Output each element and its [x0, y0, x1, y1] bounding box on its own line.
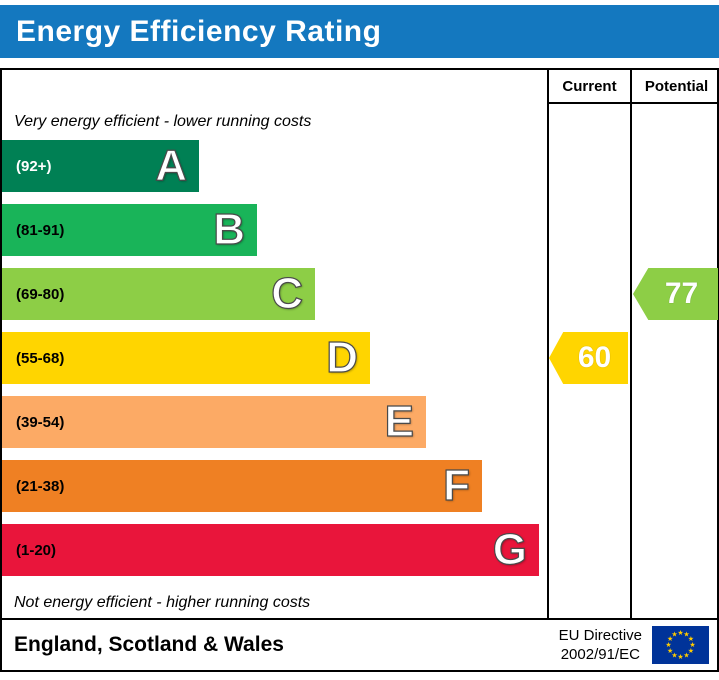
- header-bar: Energy Efficiency Rating: [0, 5, 719, 58]
- band-letter: D: [326, 333, 359, 382]
- epc-chart: Current Potential Very energy efficient …: [0, 68, 719, 672]
- page-title: Energy Efficiency Rating: [16, 14, 382, 48]
- eu-directive-line2: 2002/91/EC: [560, 646, 640, 663]
- band-range-label: (69-80): [16, 285, 65, 303]
- band-range-label: (81-91): [16, 221, 65, 239]
- svg-text:★: ★: [677, 629, 683, 637]
- band-range-label: (1-20): [16, 541, 57, 559]
- band-range-label: (21-38): [16, 477, 65, 495]
- bottom-note: Not energy efficient - higher running co…: [14, 594, 311, 611]
- svg-text:★: ★: [683, 631, 689, 639]
- band-letter: E: [384, 397, 415, 446]
- svg-text:★: ★: [667, 647, 673, 655]
- potential-rating-value: 77: [664, 277, 699, 310]
- potential-column-divider: [630, 70, 632, 618]
- band-letter: B: [213, 205, 246, 254]
- svg-text:★: ★: [689, 641, 695, 649]
- potential-column-header: Potential: [632, 70, 719, 104]
- svg-text:★: ★: [688, 647, 694, 655]
- current-rating-value: 60: [577, 341, 612, 374]
- band-range-label: (55-68): [16, 349, 65, 367]
- svg-text:★: ★: [677, 653, 683, 661]
- eu-directive-label: EU Directive 2002/91/EC: [559, 626, 642, 665]
- current-column-header: Current: [549, 70, 630, 104]
- top-note: Very energy efficient - lower running co…: [14, 113, 312, 130]
- band-letter: F: [443, 461, 471, 510]
- band-bar-a: (92+) A: [2, 140, 199, 192]
- current-rating-arrow: 60: [549, 332, 628, 384]
- bands-column: Very energy efficient - lower running co…: [2, 70, 547, 618]
- band-bar-b: (81-91) B: [2, 204, 257, 256]
- band-range-label: (92+): [16, 157, 52, 175]
- svg-text:★: ★: [671, 631, 677, 639]
- svg-text:★: ★: [688, 635, 694, 643]
- svg-text:★: ★: [667, 635, 673, 643]
- band-letter: G: [492, 525, 527, 574]
- svg-text:★: ★: [665, 641, 671, 649]
- band-range-label: (39-54): [16, 413, 65, 431]
- epc-chart-area: Current Potential Very energy efficient …: [2, 70, 719, 618]
- band-letter: A: [155, 141, 188, 190]
- band-bar-e: (39-54) E: [2, 396, 426, 448]
- footer-right: EU Directive 2002/91/EC ★ ★ ★ ★ ★ ★ ★ ★ …: [559, 626, 709, 665]
- potential-rating-arrow: 77: [633, 268, 718, 320]
- band-bar-f: (21-38) F: [2, 460, 482, 512]
- eu-flag-icon: ★ ★ ★ ★ ★ ★ ★ ★ ★ ★ ★ ★: [652, 626, 709, 664]
- band-bar-g: (1-20) G: [2, 524, 539, 576]
- svg-text:★: ★: [683, 651, 689, 659]
- svg-text:★: ★: [671, 651, 677, 659]
- current-column-divider: [547, 70, 549, 618]
- eu-directive-line1: EU Directive: [558, 626, 642, 644]
- footer-bar: England, Scotland & Wales EU Directive 2…: [2, 618, 717, 670]
- region-label: England, Scotland & Wales: [14, 633, 284, 656]
- band-bar-c: (69-80) C: [2, 268, 315, 320]
- band-bar-d: (55-68) D: [2, 332, 370, 384]
- band-letter: C: [271, 269, 304, 318]
